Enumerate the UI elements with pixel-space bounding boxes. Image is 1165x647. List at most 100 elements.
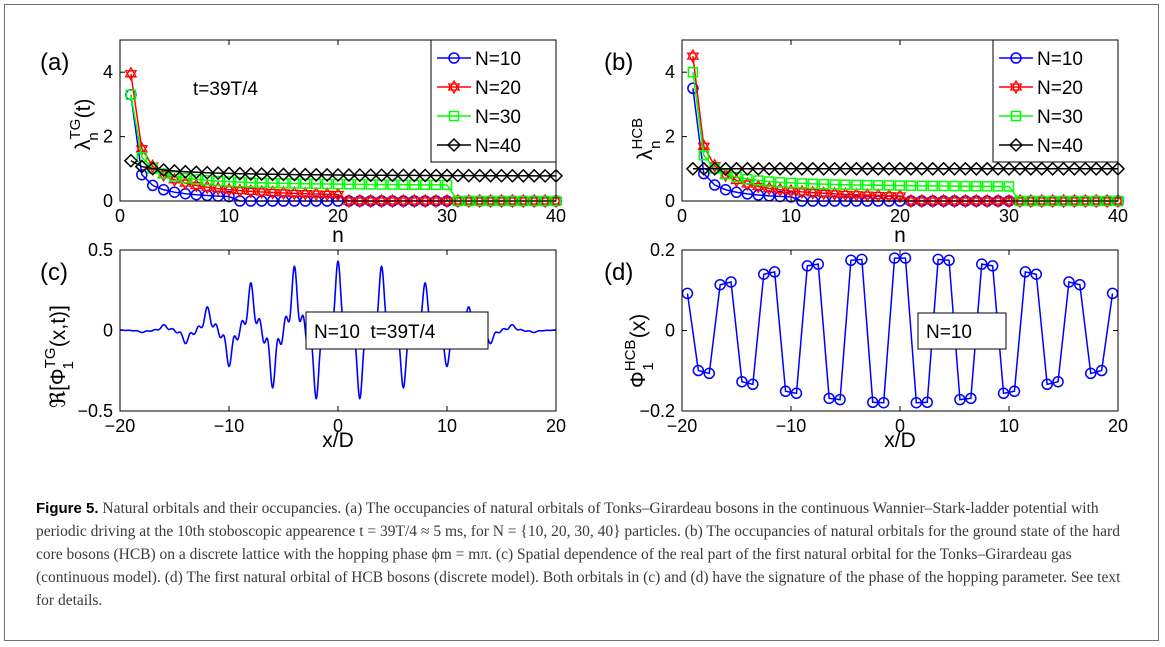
data-point: [997, 387, 1010, 400]
data-point: [212, 175, 224, 187]
annotation-box-c: [305, 311, 489, 350]
data-point: [687, 66, 699, 78]
data-point: [221, 166, 237, 181]
data-point: [807, 178, 819, 190]
legend-marker: [447, 79, 461, 95]
data-point: [882, 161, 897, 176]
data-point: [827, 161, 842, 176]
data-point: [288, 186, 301, 201]
panel-label-d: (d): [604, 259, 633, 286]
data-point: [1041, 378, 1053, 391]
data-point: [223, 176, 235, 187]
data-point: [718, 161, 733, 176]
plot-area-b: 0 10 20 30 40 0 2 4: [665, 40, 1128, 226]
data-point: [785, 191, 797, 203]
data-point: [191, 174, 202, 185]
data-point: [796, 178, 808, 189]
data-point: [168, 186, 181, 198]
data-point: [1100, 161, 1115, 176]
data-point: [419, 179, 431, 191]
data-point: [947, 161, 962, 176]
data-point: [232, 166, 247, 181]
data-point: [1024, 193, 1038, 209]
data-point: [774, 177, 786, 188]
data-point: [965, 392, 977, 405]
series-N-40: [685, 161, 1126, 176]
data-point: [817, 186, 831, 201]
x-tick-label: 0: [115, 206, 125, 226]
data-point: [254, 167, 269, 182]
annotation-c: N=10 t=39T/4: [314, 322, 436, 343]
data-point: [320, 167, 335, 182]
data-point: [1002, 193, 1016, 209]
data-point: [708, 179, 721, 191]
data-point: [233, 183, 247, 198]
data-point: [353, 193, 367, 209]
data-point: [1030, 268, 1042, 280]
data-point: [169, 171, 180, 182]
caption-text: Natural orbitals and their occupancies. …: [36, 500, 1121, 609]
data-point: [823, 392, 835, 405]
data-point: [877, 396, 890, 409]
data-point: [805, 161, 820, 176]
data-point: [1008, 385, 1021, 398]
data-point: [277, 185, 290, 201]
data-point: [527, 193, 541, 209]
data-point: [538, 168, 553, 183]
data-point: [910, 396, 923, 409]
data-point: [354, 179, 366, 190]
data-point: [794, 161, 809, 176]
data-point: [278, 178, 289, 189]
figure-caption: Figure 5. Natural orbitals and their occ…: [36, 497, 1141, 612]
data-point: [1019, 266, 1032, 278]
data-point: [731, 171, 742, 183]
data-point: [310, 178, 322, 190]
data-point: [871, 188, 885, 203]
legend-b: N=10 N=20 N=30 N=40: [992, 39, 1119, 163]
data-point: [387, 179, 398, 190]
legend-marker: [1010, 52, 1022, 64]
data-point: [980, 161, 995, 176]
data-point: [958, 161, 973, 176]
x-tick-label: 10: [999, 416, 1019, 436]
data-point: [243, 166, 258, 181]
data-point: [969, 193, 983, 209]
data-point: [828, 186, 841, 202]
annotation-box-d: [917, 312, 1007, 350]
data-point: [289, 178, 300, 189]
data-point: [937, 193, 950, 209]
data-point: [888, 252, 901, 264]
data-point: [136, 168, 148, 181]
data-point: [991, 193, 1005, 209]
figure-frame: [4, 4, 1159, 641]
data-point: [785, 177, 797, 189]
panel-label-c: (c): [40, 259, 68, 286]
data-point: [484, 193, 497, 209]
data-point: [969, 161, 984, 176]
data-point: [134, 159, 149, 174]
data-point: [1089, 161, 1104, 176]
data-point: [123, 153, 138, 168]
x-tick-label: 0: [895, 416, 905, 436]
data-point: [407, 168, 422, 183]
x-tick-label: −20: [667, 416, 698, 436]
data-point: [332, 178, 344, 190]
data-point: [829, 179, 840, 190]
data-point: [343, 178, 355, 190]
data-point: [178, 164, 193, 179]
data-point: [265, 167, 280, 182]
x-tick-label: 30: [999, 206, 1019, 226]
data-point: [1046, 193, 1059, 209]
data-point: [266, 185, 279, 200]
x-tick-label: 20: [890, 206, 910, 226]
panel-b: 0 10 20 30 40 0 2 4 (b) λHCBn n N=10 N=20 N=30 N=4…: [604, 39, 1128, 247]
data-point: [1003, 181, 1015, 192]
data-point: [309, 167, 324, 182]
data-point: [1078, 193, 1092, 209]
data-point: [697, 138, 711, 154]
data-point: [331, 187, 345, 202]
data-point: [779, 385, 792, 398]
data-point: [871, 161, 886, 176]
svg-text:ℜ[ΦTG1(x,t)]: ℜ[ΦTG1(x,t)]: [42, 305, 77, 408]
legend-label: N=30: [475, 107, 521, 128]
